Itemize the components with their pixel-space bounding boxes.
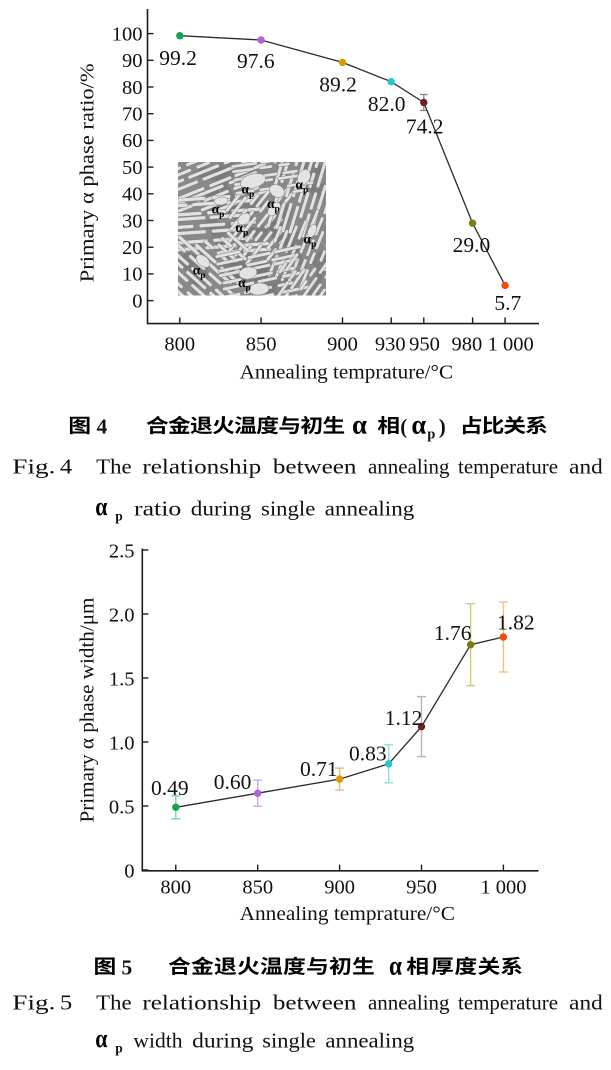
svg-text:50: 50	[122, 157, 143, 179]
svg-text:Annealing temprature/°C: Annealing temprature/°C	[240, 903, 455, 925]
svg-text:annealing: annealing	[368, 454, 450, 478]
svg-text:1.5: 1.5	[109, 668, 135, 690]
svg-text:80: 80	[122, 77, 143, 99]
svg-text:0.5: 0.5	[109, 796, 135, 818]
svg-text:1 000: 1 000	[488, 333, 534, 355]
svg-text:60: 60	[122, 130, 143, 152]
svg-text:90: 90	[122, 50, 143, 72]
svg-text:800: 800	[164, 333, 195, 355]
svg-text:between: between	[273, 454, 357, 478]
svg-text:4: 4	[97, 415, 108, 439]
svg-text:α: α	[95, 1024, 108, 1053]
svg-text:and: and	[569, 454, 603, 478]
svg-text:850: 850	[242, 877, 273, 899]
svg-text:1.0: 1.0	[109, 732, 135, 754]
svg-text:Fig.: Fig.	[12, 454, 55, 478]
svg-text:ratio: ratio	[134, 497, 181, 521]
svg-text:during: during	[192, 1029, 254, 1053]
svg-text:0.83: 0.83	[349, 742, 387, 766]
svg-text:α: α	[352, 409, 368, 440]
svg-text:850: 850	[246, 333, 277, 355]
svg-text:width: width	[133, 1029, 183, 1053]
svg-text:single: single	[261, 497, 315, 521]
svg-text:0.49: 0.49	[151, 776, 189, 800]
svg-text:temperature: temperature	[458, 991, 558, 1015]
svg-text:5: 5	[60, 991, 72, 1015]
svg-text:p: p	[427, 427, 435, 443]
svg-text:900: 900	[324, 877, 355, 899]
svg-text:Annealing temprature/°C: Annealing temprature/°C	[240, 362, 453, 384]
svg-text:980: 980	[452, 333, 483, 355]
svg-text:10: 10	[122, 264, 143, 286]
svg-text:Primary α phase width/μm: Primary α phase width/μm	[77, 597, 99, 822]
svg-text:single: single	[262, 1029, 316, 1053]
svg-text:70: 70	[122, 104, 143, 126]
svg-text:0: 0	[124, 860, 134, 882]
svg-text:89.2: 89.2	[319, 73, 357, 97]
svg-text:p: p	[115, 508, 123, 523]
svg-text:relationship: relationship	[142, 454, 261, 478]
svg-text:1.12: 1.12	[385, 706, 423, 730]
svg-text:900: 900	[327, 333, 358, 355]
svg-text:950: 950	[406, 877, 437, 899]
svg-text:2.0: 2.0	[109, 604, 135, 626]
svg-text:Fig.: Fig.	[12, 991, 55, 1015]
svg-text:99.2: 99.2	[159, 46, 197, 70]
svg-text:The: The	[96, 991, 131, 1015]
svg-text:800: 800	[160, 877, 191, 899]
svg-text:97.6: 97.6	[237, 49, 275, 73]
svg-text:temperature: temperature	[458, 454, 558, 478]
svg-text:950: 950	[409, 333, 440, 355]
svg-text:relationship: relationship	[142, 991, 261, 1015]
svg-text:): )	[439, 415, 446, 439]
svg-text:0.60: 0.60	[214, 770, 252, 794]
svg-text:annealing: annealing	[325, 1029, 414, 1053]
svg-text:and: and	[569, 991, 603, 1015]
svg-text:82.0: 82.0	[368, 92, 406, 116]
svg-text:0.71: 0.71	[300, 757, 338, 781]
svg-text:40: 40	[122, 184, 143, 206]
svg-text:during: during	[191, 497, 252, 521]
svg-text:20: 20	[122, 237, 143, 259]
svg-text:(: (	[400, 415, 407, 439]
svg-text:The: The	[96, 454, 131, 478]
svg-text:2.5: 2.5	[109, 540, 135, 562]
svg-text:4: 4	[60, 454, 73, 478]
svg-text:1.76: 1.76	[434, 621, 472, 645]
svg-text:0: 0	[132, 290, 142, 312]
svg-text:α: α	[95, 492, 108, 521]
svg-text:p: p	[115, 1040, 123, 1055]
svg-text:Primary α phase ratio/%: Primary α phase ratio/%	[77, 63, 99, 282]
svg-text:930: 930	[375, 333, 406, 355]
svg-text:annealing: annealing	[325, 497, 415, 521]
svg-text:annealing: annealing	[368, 991, 450, 1015]
svg-text:5.7: 5.7	[494, 291, 521, 315]
svg-text:100: 100	[112, 23, 143, 45]
svg-text:5: 5	[122, 955, 133, 979]
svg-text:29.0: 29.0	[453, 233, 491, 257]
svg-text:α: α	[389, 949, 403, 980]
svg-text:74.2: 74.2	[406, 115, 444, 139]
svg-text:between: between	[273, 991, 357, 1015]
svg-text:1.82: 1.82	[497, 610, 535, 634]
svg-text:30: 30	[122, 210, 143, 232]
svg-text:α: α	[411, 409, 426, 440]
svg-text:1 000: 1 000	[480, 877, 526, 899]
